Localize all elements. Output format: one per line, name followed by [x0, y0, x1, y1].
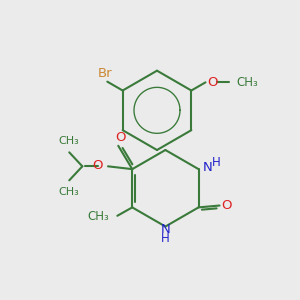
Text: CH₃: CH₃ — [88, 210, 110, 223]
Text: O: O — [221, 199, 231, 212]
Text: H: H — [212, 156, 220, 169]
Text: O: O — [92, 159, 102, 172]
Text: H: H — [161, 232, 170, 245]
Text: Br: Br — [98, 67, 112, 80]
Text: O: O — [208, 76, 218, 89]
Text: CH₃: CH₃ — [237, 76, 259, 89]
Text: N: N — [203, 161, 213, 174]
Text: N: N — [160, 223, 170, 236]
Text: O: O — [115, 131, 125, 144]
Text: CH₃: CH₃ — [58, 136, 79, 146]
Text: CH₃: CH₃ — [58, 187, 79, 197]
